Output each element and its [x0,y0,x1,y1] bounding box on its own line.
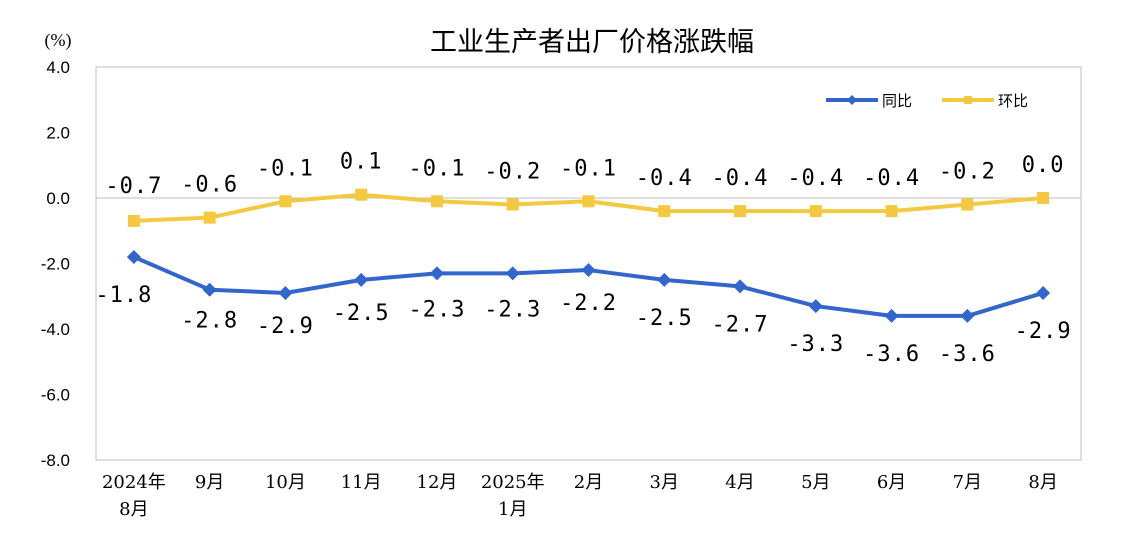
x-tick-labels: 2024年 8月 9月 10月 11月 12月 2025年 1月 2月 3月 4月 5月 6月 7月 8月 [102,472,1058,520]
data-label: -2.3 [408,297,465,322]
data-label: -2.5 [636,306,693,331]
data-point [960,308,975,323]
data-label: -0.4 [787,166,844,191]
data-point [506,198,519,211]
data-point [808,299,823,314]
data-point [582,195,595,208]
x-tick-label: 4月 [725,472,754,493]
x-tick-label: 2月 [574,472,603,493]
y-tick-label: -2.0 [41,255,70,274]
data-label: -0.2 [939,160,996,185]
data-label: -2.7 [712,312,769,337]
x-tick-label: 3月 [650,472,679,493]
data-label: 0.1 [340,150,383,175]
data-label: -0.4 [712,166,769,191]
x-tick-label: 8月 [1028,472,1057,493]
data-point [809,205,822,218]
legend-marker [847,95,857,105]
data-point [127,214,140,227]
data-point [657,272,672,287]
y-axis-unit: (%) [45,30,72,51]
x-tick-label: 12月 [417,472,458,493]
data-point [961,198,974,211]
chart-title: 工业生产者出厂价格涨跌幅 [430,27,754,58]
data-label: -2.3 [484,297,541,322]
data-label: -0.1 [560,156,617,181]
data-label: -3.3 [787,332,844,357]
data-label: -1.8 [95,283,152,308]
legend-label: 环比 [998,92,1028,110]
data-point [202,282,217,297]
data-point [734,205,747,218]
data-label: -2.2 [560,291,617,316]
y-tick-label: -6.0 [41,386,70,405]
x-tick-label: 2024年 8月 [102,472,166,520]
x-tick-label: 9月 [195,472,224,493]
data-label: -0.1 [257,156,314,181]
y-tick-label: 4.0 [46,58,70,77]
data-point [126,249,141,264]
data-point [505,266,520,281]
x-tick-label: 5月 [801,472,830,493]
data-label: -0.7 [105,174,162,199]
data-label: -2.8 [181,309,238,334]
data-point [430,195,443,208]
data-label: -3.6 [939,342,996,367]
data-point [1037,192,1050,204]
data-label-layer: -1.8 -2.8 -2.9 -2.5 -2.3 -2.3 -2.2 -2.5 -2.7 -3.3… [95,150,1072,367]
data-label: -0.6 [181,173,238,198]
y-tick-labels: 4.0 2.0 0.0 -2.0 -4.0 -6.0 -8.0 [41,58,70,470]
x-tick-label: 6月 [877,472,906,493]
data-label: -2.5 [333,301,390,326]
x-tick-label: 11月 [341,472,382,493]
data-label: -3.6 [863,342,920,367]
data-point [203,211,216,224]
data-point [278,285,293,300]
x-tick-label: 2025年 1月 [481,472,545,520]
x-tick-label: 7月 [953,472,982,493]
data-label: 0.0 [1022,153,1065,178]
legend-marker [964,96,972,104]
legend: 同比 环比 [826,92,1028,110]
data-label: -0.1 [408,156,465,181]
data-point [658,205,671,218]
y-tick-label: -8.0 [41,451,70,470]
y-tick-label: 0.0 [46,189,70,208]
data-point [279,195,292,208]
data-point [885,205,898,218]
data-label: -0.4 [863,166,920,191]
x-tick-label: 10月 [265,472,306,493]
data-label: -0.2 [484,160,541,185]
y-tick-label: -4.0 [41,320,70,339]
data-point [355,188,368,201]
data-label: -2.9 [1015,319,1072,344]
data-point [1036,285,1051,300]
data-point [354,272,369,287]
data-point [429,266,444,281]
data-point [884,308,899,323]
series-layer [126,188,1051,323]
data-label: -0.4 [636,166,693,191]
y-tick-label: 2.0 [46,124,70,143]
legend-label: 同比 [882,92,912,110]
data-label: -2.9 [257,314,314,339]
data-point [733,279,748,294]
data-point [581,263,596,278]
